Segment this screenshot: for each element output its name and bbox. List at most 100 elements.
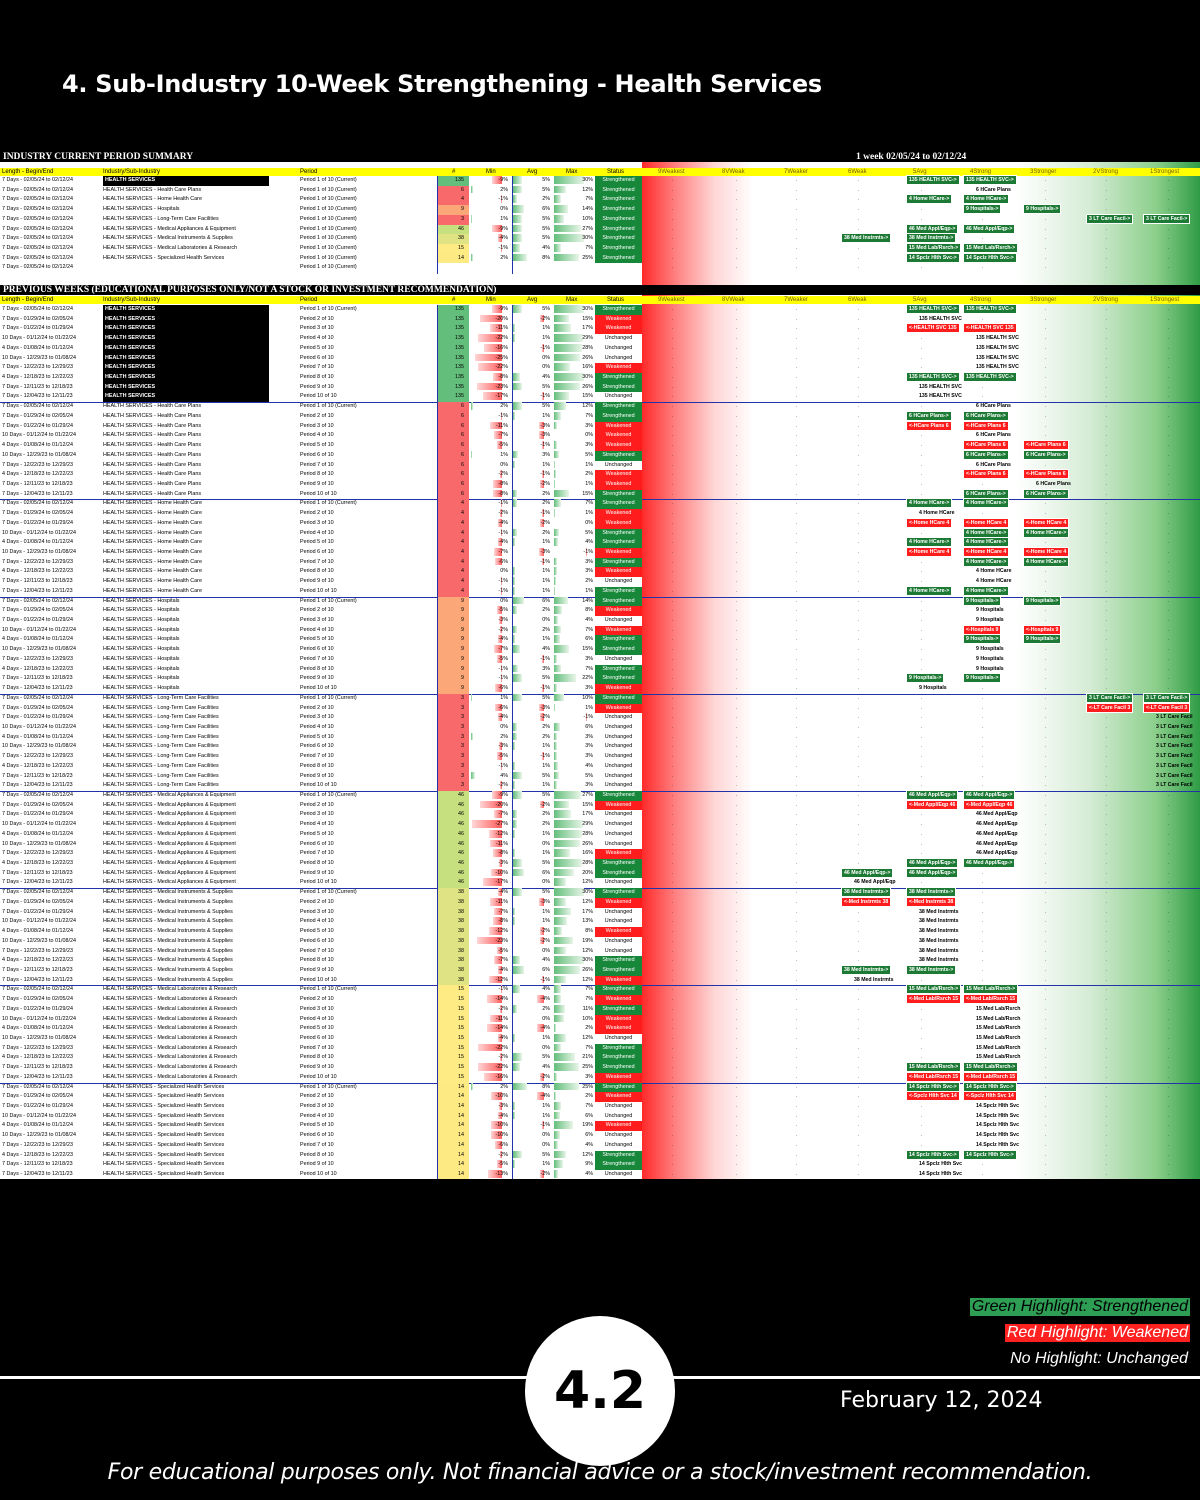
period-cell: Period 4 of 10	[300, 918, 334, 925]
level-dot: .	[672, 354, 674, 361]
length-cell: 10 Days - 01/12/24 to 01/22/24	[2, 432, 77, 439]
level-dot: .	[736, 1035, 738, 1041]
level-dot: .	[796, 196, 798, 203]
industry-cell: HEALTH SERVICES - Health Care Plans	[103, 403, 202, 410]
max-value: 30%	[582, 374, 593, 381]
level-dot: .	[858, 850, 860, 857]
table-row: 10 Days - 01/12/24 to 01/22/24 HEALTH SER…	[0, 527, 1200, 539]
level-dot: .	[1168, 1171, 1170, 1178]
level-dot: .	[796, 782, 798, 789]
value-bar	[498, 616, 502, 624]
count-cell: 9	[437, 664, 469, 675]
status-cell: Weakened	[595, 995, 642, 1005]
value-bar	[554, 528, 559, 537]
level-dot: .	[921, 215, 923, 222]
level-dot: .	[736, 1171, 738, 1178]
level-dot: .	[796, 869, 798, 876]
length-cell: 7 Days - 01/22/24 to 01/29/24	[2, 908, 74, 915]
table-row: 7 Days - 02/05/24 to 02/12/24 HEALTH SERV…	[0, 887, 1200, 898]
avg-value: 0%	[542, 1044, 550, 1051]
length-cell: 4 Days - 01/08/24 to 01/12/24	[2, 344, 74, 351]
count-cell: 38	[437, 234, 469, 245]
level-dot: .	[921, 529, 923, 536]
level-dot: .	[921, 957, 923, 964]
avg-value: -2%	[540, 1073, 550, 1080]
value-bar	[498, 859, 502, 867]
value-bar	[491, 1121, 502, 1130]
level-dot: .	[736, 636, 738, 643]
length-cell: 10 Days - 01/12/24 to 01/22/24	[2, 918, 77, 925]
level-dot: .	[672, 196, 674, 203]
level-dot: .	[796, 694, 798, 701]
industry-cell: HEALTH SERVICES - Specialized Health Ser…	[103, 1093, 225, 1100]
col-level: 5Avg	[913, 297, 927, 303]
level-dot: .	[858, 480, 860, 487]
value-bar	[542, 557, 544, 566]
level-dot: .	[982, 762, 984, 769]
level-dot: .	[796, 1035, 798, 1041]
level-label: 4 Home HCare->	[962, 537, 1010, 548]
period-cell: Period 4 of 10	[300, 335, 334, 342]
level-dot: .	[1106, 344, 1108, 351]
level-dot: .	[736, 694, 738, 701]
level-dot: .	[921, 597, 923, 604]
value-bar	[513, 596, 524, 605]
level-dot: .	[736, 772, 738, 779]
level-label: 38 Med Instrmts->	[840, 887, 892, 898]
status-cell: Unchanged	[604, 937, 633, 944]
avg-value: 5%	[542, 215, 550, 222]
level-dot: .	[672, 957, 674, 964]
length-cell: 7 Days - 02/05/24 to 02/12/24	[2, 500, 74, 507]
col-level: 8VWeak	[722, 169, 745, 175]
level-dot: .	[921, 908, 923, 915]
level-dot: .	[736, 177, 738, 183]
industry-cell: HEALTH SERVICES - Medical Instruments & …	[103, 957, 233, 964]
avg-value: 1%	[542, 908, 550, 915]
level-dot: .	[858, 976, 860, 983]
value-bar	[513, 985, 521, 994]
length-cell: 7 Days - 02/05/24 to 02/12/24	[2, 694, 74, 701]
level-label: 46 Med Appl/Eqp->	[840, 867, 894, 878]
col-avg: Avg	[527, 169, 538, 175]
level-dot: .	[1168, 206, 1170, 213]
level-dot: .	[672, 685, 674, 692]
avg-value: 5%	[542, 792, 550, 798]
level-dot: .	[1168, 937, 1170, 944]
avg-value: -1%	[540, 976, 550, 983]
industry-cell: HEALTH SERVICES - Medical Instruments & …	[103, 918, 233, 925]
level-dot: .	[921, 762, 923, 769]
level-dot: .	[1045, 1122, 1047, 1129]
industry-cell: HEALTH SERVICES - Hospitals	[103, 675, 180, 682]
max-value: 14%	[582, 597, 593, 604]
level-dot: .	[858, 646, 860, 653]
value-bar	[554, 185, 566, 194]
level-dot: .	[796, 225, 798, 232]
value-bar	[554, 1111, 560, 1120]
value-bar	[554, 1014, 564, 1023]
level-dot: .	[796, 403, 798, 410]
min-value: -12%	[495, 976, 508, 983]
industry-cell: HEALTH SERVICES - Health Care Plans	[103, 471, 202, 478]
status-cell: Weakened	[595, 849, 642, 860]
level-dot: .	[982, 704, 984, 711]
col-length: Length - Begin/End	[2, 169, 54, 175]
level-dot: .	[921, 206, 923, 213]
level-dot: .	[858, 665, 860, 672]
level-dot: .	[1168, 733, 1170, 740]
value-bar	[495, 684, 502, 692]
value-bar	[500, 664, 502, 673]
value-bar	[513, 1102, 515, 1110]
level-dot: .	[1106, 500, 1108, 507]
level-dot: .	[921, 1161, 923, 1168]
level-label: 9 Hospitals	[976, 646, 1004, 653]
level-dot: .	[1168, 1083, 1170, 1090]
level-label: 9 Hospitals	[976, 655, 1004, 662]
min-value: -10%	[495, 1132, 508, 1139]
industry-cell: HEALTH SERVICES - Hospitals	[103, 646, 180, 653]
value-bar	[513, 205, 524, 213]
status-cell: Strengthened	[595, 859, 642, 869]
level-dot: .	[921, 480, 923, 487]
level-label: 14 Spclz Hlth Svc	[976, 1112, 1019, 1119]
level-dot: .	[1045, 432, 1047, 439]
length-cell: 7 Days - 12/22/23 to 12/29/23	[2, 1044, 74, 1051]
